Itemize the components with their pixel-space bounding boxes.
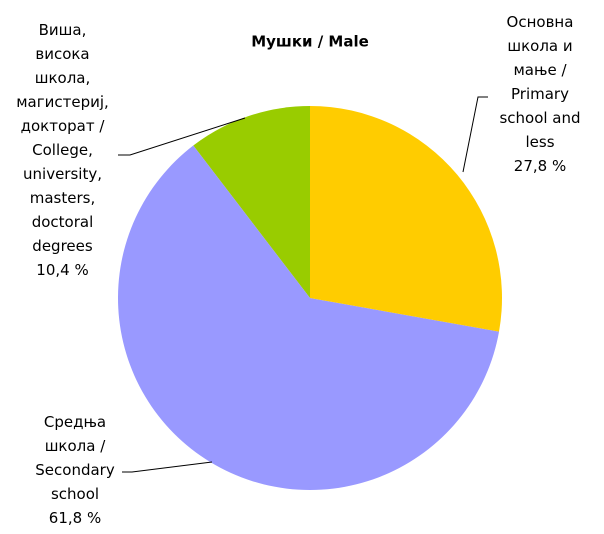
value-label: 61,8 % xyxy=(48,509,102,527)
slice-label: Основна школа и мање / Primary school an… xyxy=(499,13,581,151)
pie-slice xyxy=(310,106,502,332)
leader-line xyxy=(462,96,488,173)
chart-title: Мушки / Male xyxy=(251,33,369,51)
leader-line xyxy=(118,117,246,156)
value-label: 10,4 % xyxy=(36,261,89,279)
slice-label: Средња школа / Secondary school xyxy=(35,413,115,503)
pie-slice xyxy=(118,145,500,491)
leader-line xyxy=(122,461,213,473)
slice-label: Виша, висока школа, магистериј, докторат… xyxy=(16,21,109,255)
value-label: 27,8 % xyxy=(513,157,567,175)
pie-slice xyxy=(193,106,310,298)
